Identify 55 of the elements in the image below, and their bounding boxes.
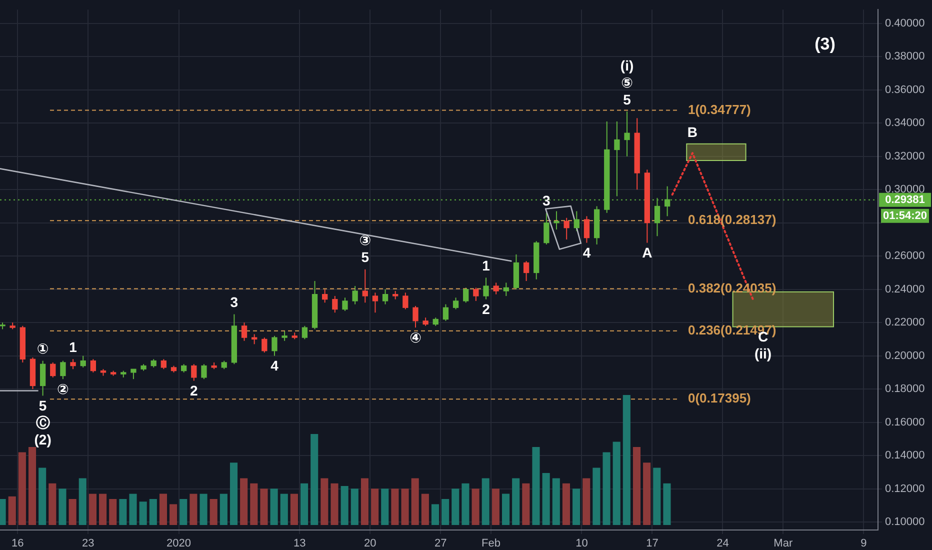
y-tick-label: 0.30000 xyxy=(885,184,925,196)
x-tick-label: 23 xyxy=(82,538,94,550)
x-tick-label: 17 xyxy=(646,538,658,550)
x-tick-label: Mar xyxy=(774,538,793,550)
x-tick-label: Feb xyxy=(482,538,501,550)
annotation: Ⓒ xyxy=(36,414,50,431)
annotation: 2 xyxy=(482,301,490,318)
annotation: 4 xyxy=(270,358,279,374)
y-tick-label: 0.38000 xyxy=(885,50,925,63)
y-tick-label: 0.32000 xyxy=(885,150,925,162)
y-tick-label: 0.20000 xyxy=(885,350,925,362)
ref-line-label: 1(0.34777) xyxy=(688,102,751,117)
y-tick-label: 0.40000 xyxy=(885,17,925,30)
x-tick-label: 16 xyxy=(12,538,24,550)
annotation: 1 xyxy=(482,258,490,274)
y-tick-label: 0.24000 xyxy=(885,283,925,296)
annotation: 3 xyxy=(230,294,238,310)
x-tick-label: 24 xyxy=(716,538,729,550)
annotation: ② xyxy=(57,380,70,397)
x-tick-label: 27 xyxy=(434,538,447,550)
x-tick-label: 10 xyxy=(576,538,588,550)
x-tick-label: 13 xyxy=(294,538,306,550)
y-tick-label: 0.10000 xyxy=(885,516,925,528)
ref-line-label: 0.29381 xyxy=(885,194,925,206)
annotation: ⑤ xyxy=(621,74,634,90)
annotation: (ii) xyxy=(754,346,772,362)
annotation: 5 xyxy=(361,249,370,266)
y-tick-label: 0.26000 xyxy=(885,250,925,262)
ref-line-label: 0.618(0.28137) xyxy=(688,212,776,228)
y-tick-label: 0.12000 xyxy=(885,482,925,495)
annotation: 2 xyxy=(190,382,198,399)
annotation: B xyxy=(687,124,698,140)
x-tick-label: 20 xyxy=(364,538,376,550)
annotation: 1 xyxy=(69,338,78,355)
y-tick-label: 0.16000 xyxy=(885,416,925,428)
annotation: ① xyxy=(36,340,49,357)
annotation: 4 xyxy=(582,244,591,261)
y-tick-label: 0.18000 xyxy=(885,383,925,396)
annotation: (2) xyxy=(34,432,52,448)
text: 01:54:20 xyxy=(882,210,928,222)
annotation: ④ xyxy=(410,329,422,346)
annotation: 5 xyxy=(38,398,47,414)
annotation: ③ xyxy=(359,232,372,248)
x-tick-label: 2020 xyxy=(166,538,192,550)
annotation: 5 xyxy=(623,91,632,108)
y-tick-label: 0.36000 xyxy=(885,84,925,96)
annotation: (i) xyxy=(620,57,634,74)
annotation: 3 xyxy=(542,192,551,209)
annotation: A xyxy=(642,244,652,261)
annotation: (3) xyxy=(814,34,836,54)
x-tick-label: 9 xyxy=(860,538,867,550)
y-tick-label: 0.14000 xyxy=(885,450,925,462)
ref-line-label: 0(0.17395) xyxy=(688,390,751,406)
y-tick-label: 0.22000 xyxy=(885,316,925,329)
y-tick-label: 0.34000 xyxy=(885,117,925,130)
